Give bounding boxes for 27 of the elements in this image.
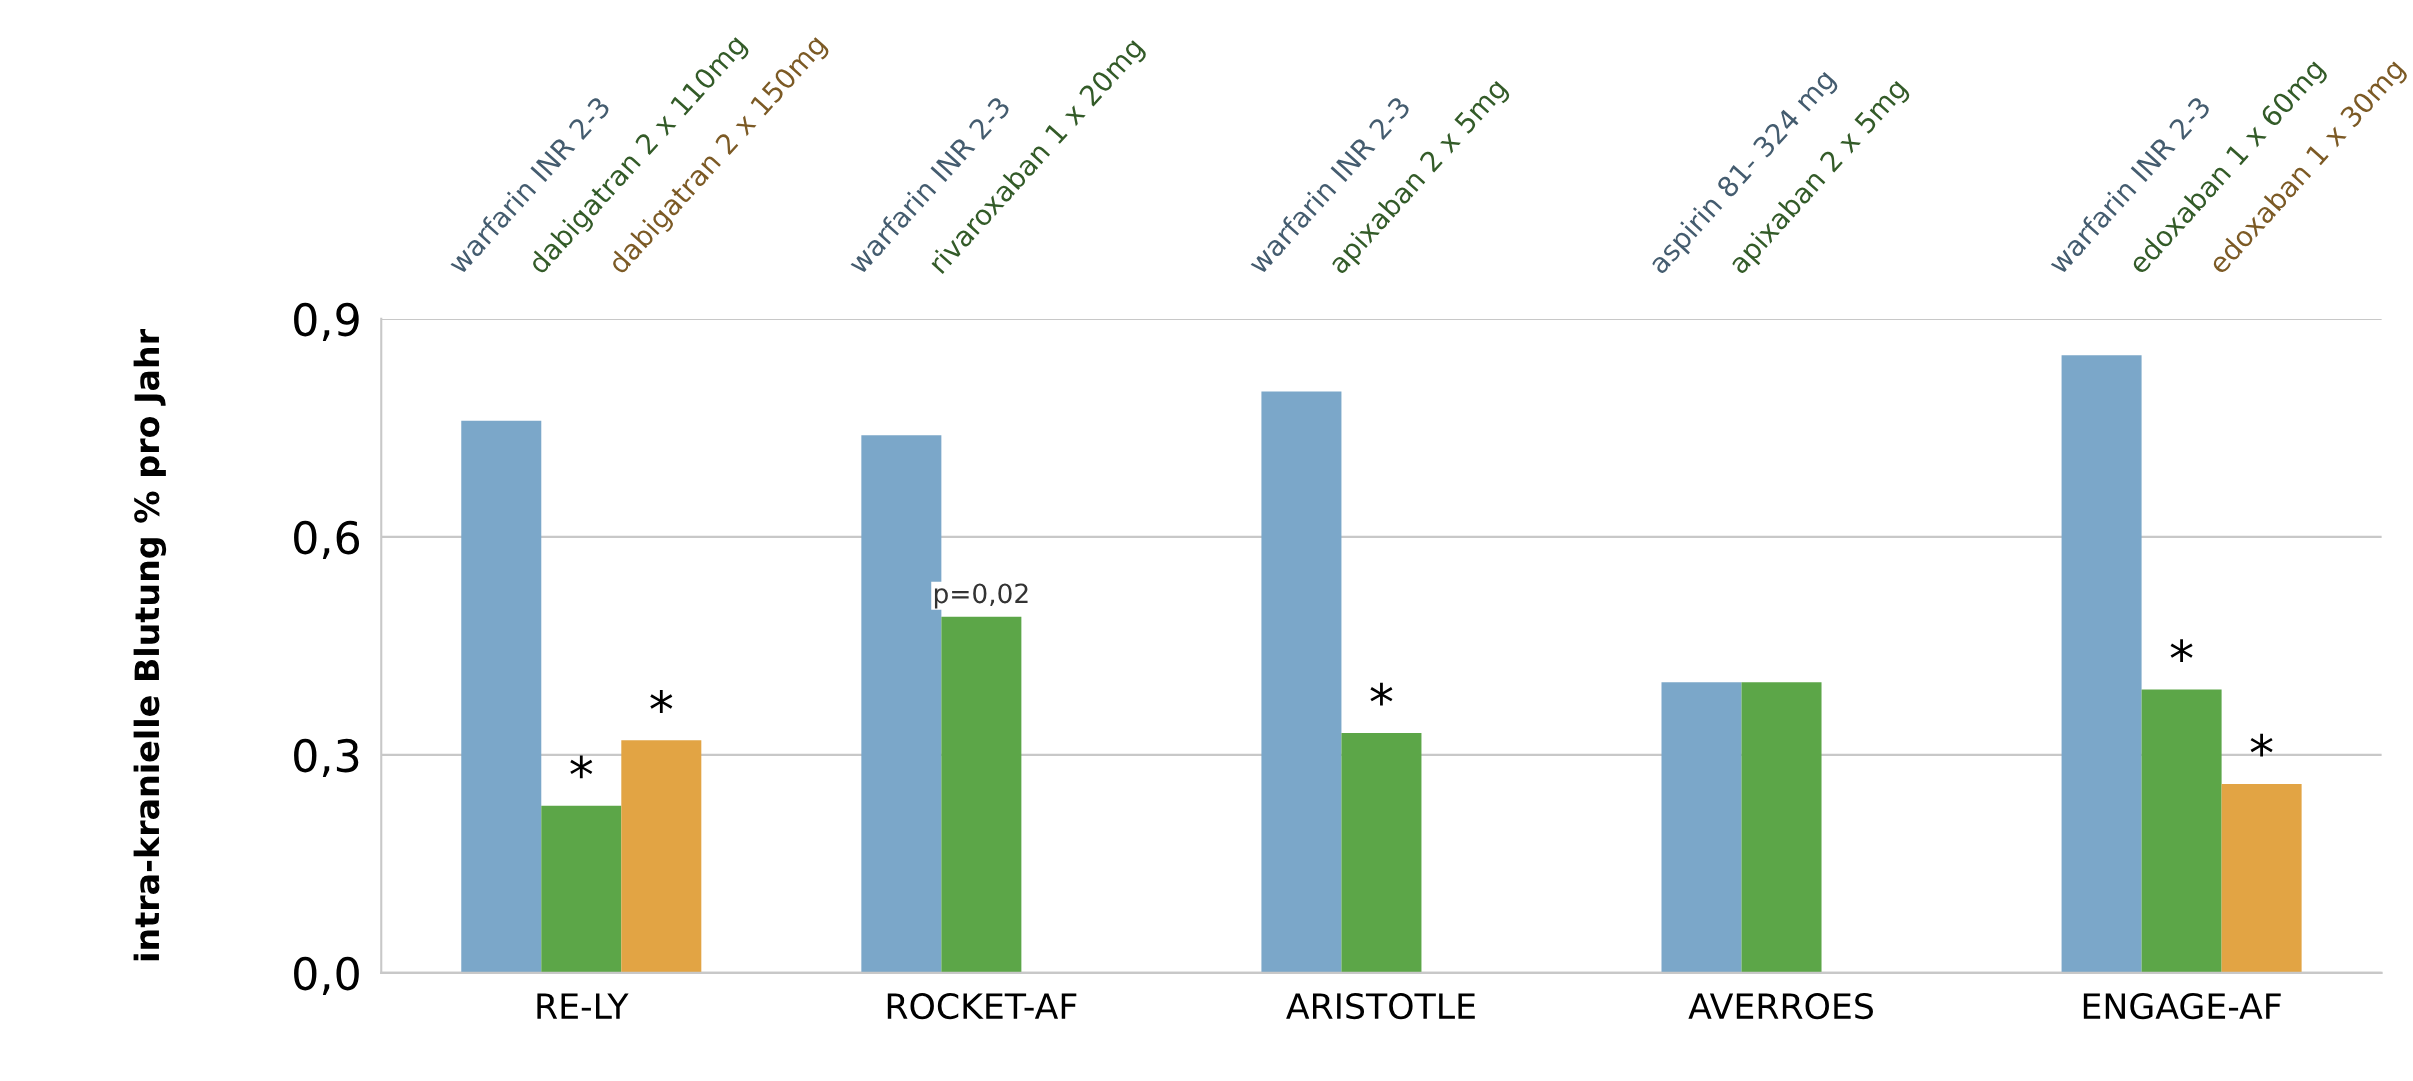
annotation: * bbox=[2170, 639, 2193, 663]
x-tick-label: AVERROES bbox=[1688, 992, 1873, 1020]
bar bbox=[1741, 682, 1822, 973]
bar bbox=[2061, 355, 2142, 973]
y-axis-title: intra-kranielle Blutung % pro Jahr bbox=[133, 328, 167, 961]
bar bbox=[1341, 733, 1422, 973]
annotation: * bbox=[1370, 682, 1393, 706]
bar bbox=[1661, 682, 1742, 973]
bar bbox=[621, 740, 702, 973]
y-tick-label: 0,0 bbox=[294, 956, 359, 995]
y-tick-label: 0,9 bbox=[294, 302, 359, 341]
y-tick-label: 0,3 bbox=[294, 738, 359, 777]
x-tick-label: ROCKET-AF bbox=[887, 992, 1077, 1020]
bar bbox=[2141, 689, 2222, 973]
annotation: p=0,02 bbox=[934, 583, 1028, 609]
bar bbox=[1261, 391, 1342, 973]
x-tick-label: ENGAGE-AF bbox=[2083, 992, 2281, 1020]
bar bbox=[941, 616, 1022, 973]
annotation: * bbox=[570, 755, 593, 779]
x-tick-label: ARISTOTLE bbox=[1286, 992, 1475, 1020]
bar bbox=[461, 420, 542, 973]
y-tick-label: 0,6 bbox=[294, 520, 360, 559]
bar bbox=[2221, 783, 2302, 973]
annotation: * bbox=[650, 690, 673, 713]
x-tick-label: RE-LY bbox=[537, 993, 629, 1019]
annotation: * bbox=[2250, 733, 2273, 757]
bar bbox=[541, 805, 622, 973]
